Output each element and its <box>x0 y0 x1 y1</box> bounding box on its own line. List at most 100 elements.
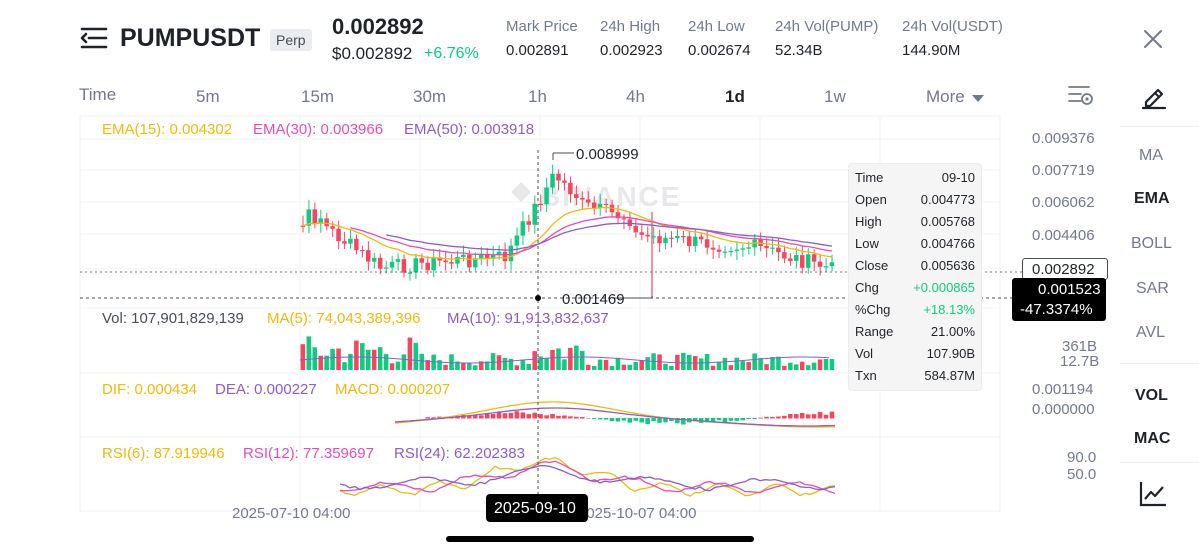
candle-body <box>639 232 644 235</box>
home-indicator <box>446 536 754 542</box>
tooltip-key: Time <box>855 170 884 185</box>
candle-body <box>490 255 496 259</box>
macd-histogram-bar <box>467 415 472 419</box>
tab-15m[interactable]: 15m <box>301 87 335 106</box>
tab-1h[interactable]: 1h <box>528 87 547 106</box>
tab-1d[interactable]: 1d <box>725 87 745 106</box>
tab-time[interactable]: Time <box>79 85 117 104</box>
back-icon[interactable] <box>80 26 108 50</box>
ema15-legend: EMA(15): 0.004302 <box>102 121 233 138</box>
indicator-macd[interactable]: MAC <box>1134 430 1171 447</box>
draw-tool-icon[interactable] <box>1140 82 1168 110</box>
indicator-ma[interactable]: MA <box>1139 147 1163 164</box>
vol-axis-label: 361B <box>1062 338 1098 355</box>
tab-1w[interactable]: 1w <box>824 87 846 106</box>
indicator-sar[interactable]: SAR <box>1136 280 1169 297</box>
volume-bar <box>461 362 466 370</box>
candle-body <box>401 259 407 273</box>
candle-body <box>365 250 371 262</box>
volume-bar <box>544 358 549 370</box>
tooltip-value: 107.90B <box>926 346 975 361</box>
ema30-legend: EMA(30): 0.003966 <box>253 121 384 138</box>
macd-histogram-bar <box>799 412 805 419</box>
x-axis-label: 2025-07-10 04:00 <box>232 505 351 522</box>
volume-bar <box>585 364 591 370</box>
macd-histogram-bar <box>556 415 561 419</box>
volume-bar <box>365 349 371 370</box>
macd-histogram-bar <box>692 418 698 421</box>
macd-histogram-bar <box>633 418 639 421</box>
indicator-vol[interactable]: VOL <box>1135 387 1168 404</box>
crosshair-price-tag <box>1012 278 1106 321</box>
chart-settings-icon[interactable] <box>1068 84 1094 106</box>
candle-body <box>669 237 674 239</box>
macd-histogram-bar <box>710 418 716 423</box>
candle-body <box>407 272 413 274</box>
macd-histogram-bar <box>478 415 484 419</box>
candle-body <box>585 199 591 203</box>
tab-4h[interactable]: 4h <box>626 87 645 106</box>
candle-body <box>805 254 811 268</box>
indicator-ema[interactable]: EMA <box>1134 190 1170 207</box>
macd-histogram-bar <box>431 417 436 419</box>
macd-histogram-bar <box>722 418 728 423</box>
volume-bar <box>496 355 502 370</box>
tab-more[interactable]: More <box>926 87 965 106</box>
macd-histogram-bar <box>782 415 787 419</box>
close-icon[interactable] <box>1143 29 1163 49</box>
macd-histogram-bar <box>437 416 442 419</box>
volume-bar <box>805 365 811 370</box>
vol-ma10-line <box>299 356 830 364</box>
indicator-settings-icon[interactable] <box>1138 480 1168 508</box>
macd-histogram-bar <box>734 418 740 421</box>
candle-body <box>591 202 597 208</box>
ema30-line <box>350 216 833 256</box>
tab-5m[interactable]: 5m <box>196 87 220 106</box>
tooltip-row: %Chg +18.13% <box>855 302 975 320</box>
tab-30m[interactable]: 30m <box>413 87 447 106</box>
candle-body <box>556 173 561 181</box>
macd-histogram-bar <box>591 418 597 419</box>
volume-bar <box>597 359 603 370</box>
symbol-title[interactable]: PUMPUSDT <box>120 24 261 52</box>
candle-body <box>681 236 686 238</box>
volume-bar <box>508 358 514 370</box>
candle-body <box>734 249 740 251</box>
macd-histogram-bar <box>752 418 757 419</box>
macd-histogram-bar <box>562 415 567 419</box>
macd-value-legend: MACD: 0.000207 <box>335 381 451 398</box>
volume-bar <box>681 352 686 370</box>
macd-histogram-bar <box>639 418 644 423</box>
volume-bar <box>371 349 377 370</box>
candle-body <box>354 238 359 250</box>
tooltip-row: Chg +0.000865 <box>855 280 975 298</box>
macd-histogram-bar <box>793 414 799 419</box>
macd-histogram-bar <box>805 414 811 419</box>
candle-body <box>300 225 306 227</box>
volume-bar <box>354 340 359 370</box>
tooltip-row: Range 21.00% <box>855 324 975 342</box>
tooltip-key: Open <box>855 192 887 207</box>
candle-body <box>532 203 537 225</box>
macd-histogram-bar <box>490 414 496 419</box>
candle-body <box>478 254 484 259</box>
rsi-axis-label: 90.0 <box>1067 449 1097 466</box>
caret-down-icon[interactable] <box>972 90 984 102</box>
volume-bar <box>407 337 413 370</box>
volume-bar <box>788 362 793 370</box>
macd-histogram-bar <box>585 417 591 419</box>
indicator-boll[interactable]: BOLL <box>1131 235 1172 252</box>
stat-label-mark-price: Mark Price <box>506 18 578 35</box>
indicator-avl[interactable]: AVL <box>1136 324 1166 341</box>
rsi24-line <box>339 464 836 492</box>
macd-histogram-bar <box>520 412 526 419</box>
tooltip-value: 09-10 <box>941 170 975 185</box>
candle-body <box>633 225 639 233</box>
candle-body <box>496 251 502 256</box>
volume-bar <box>413 342 419 370</box>
volume-bar <box>764 364 769 370</box>
candle-body <box>799 255 805 268</box>
candle-body <box>776 247 781 253</box>
vol-ma10-legend: MA(10): 91,913,832,637 <box>447 310 609 327</box>
